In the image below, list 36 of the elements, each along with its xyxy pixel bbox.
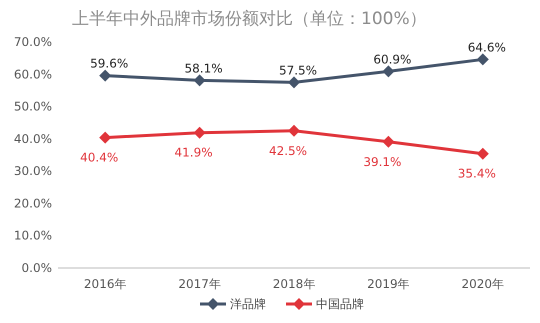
x-tick-label: 2019年 [367, 277, 410, 291]
x-tick-label: 2018年 [272, 277, 316, 291]
y-tick-label: 30.0% [14, 164, 52, 178]
point [99, 132, 112, 144]
legend-label: 中国品牌 [316, 297, 364, 311]
y-tick-label: 70.0% [14, 35, 52, 49]
x-tick-label: 2020年 [462, 277, 504, 291]
data-label: 57.5% [278, 63, 318, 78]
point [194, 74, 206, 86]
point [382, 65, 394, 78]
point [194, 126, 206, 139]
point [476, 148, 489, 160]
point [476, 53, 489, 66]
point [382, 136, 394, 148]
title: 上半年中外品牌市场份额对比（单位：100%） [72, 9, 427, 29]
data-label: 41.9% [174, 146, 213, 160]
data-label: 59.6% [90, 56, 128, 71]
data-label: 60.9% [373, 52, 412, 66]
data-label: 64.6% [468, 40, 506, 54]
y-tick-label: 0.0% [22, 261, 52, 275]
y-tick-label: 60.0% [14, 67, 52, 82]
data-label: 42.5% [268, 144, 308, 158]
y-tick-label: 50.0% [14, 100, 52, 114]
data-label: 39.1% [363, 154, 402, 169]
x-tick-label: 2017年 [178, 277, 221, 291]
y-tick-label: 40.0% [14, 132, 52, 146]
y-tick-label: 20.0% [14, 196, 52, 210]
x-tick-label: 2016年 [84, 277, 126, 291]
point [99, 70, 112, 82]
legend-label: 洋品牌 [230, 297, 266, 311]
point [288, 124, 300, 137]
y-tick-label: 10.0% [14, 228, 52, 243]
data-label: 35.4% [458, 166, 496, 181]
data-label: 40.4% [80, 150, 118, 165]
data-label: 58.1% [184, 61, 223, 76]
point [288, 76, 300, 88]
